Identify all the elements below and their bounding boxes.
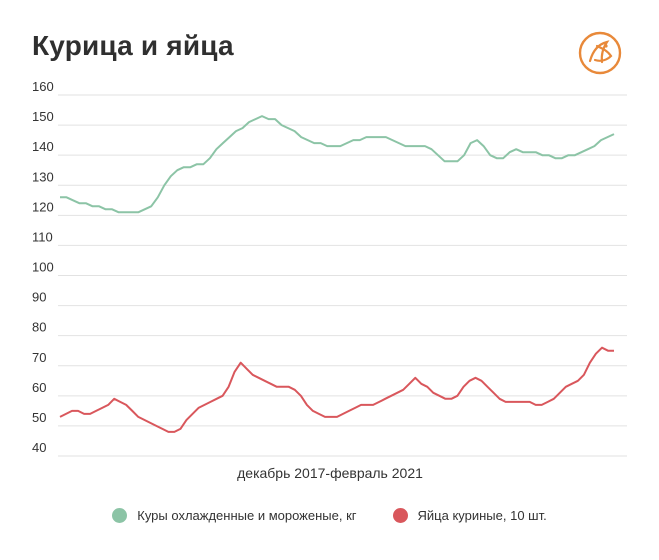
y-tick-label: 160 [32,79,54,94]
y-tick-label: 120 [32,199,54,214]
legend-item-chicken[interactable]: Куры охлажденные и мороженые, кг [112,508,357,523]
chart-title: Курица и яйца [32,30,234,61]
legend-item-eggs[interactable]: Яйца куриные, 10 шт. [392,508,547,523]
y-tick-label: 80 [32,320,46,335]
eggs-series-line [59,346,614,433]
legend: Куры охлажденные и мороженые, кг Яйца ку… [0,508,659,523]
y-tick-label: 60 [32,380,46,395]
chicken-series-line [60,115,615,214]
y-tick-label: 40 [32,440,46,455]
y-tick-label: 150 [32,109,54,124]
legend-swatch-chicken [112,508,128,523]
series-lines [59,115,615,433]
grid-lines [58,94,627,457]
y-tick-label: 100 [32,260,54,275]
y-tick-label: 50 [32,410,46,425]
y-axis-ticks: 40 50 60 70 80 90 100 110 120 130 140 150 160 [32,79,54,455]
legend-swatch-eggs [392,508,408,523]
y-tick-label: 140 [32,139,54,154]
y-tick-label: 110 [32,229,53,244]
y-tick-label: 70 [32,350,46,365]
legend-label-chicken: Куры охлажденные и мороженые, кг [137,508,357,523]
brand-logo-icon [578,31,622,75]
legend-label-eggs: Яйца куриные, 10 шт. [417,508,547,523]
y-tick-label: 130 [32,169,54,184]
y-tick-label: 90 [32,290,46,305]
x-axis-label: декабрь 2017-февраль 2021 [237,465,423,481]
